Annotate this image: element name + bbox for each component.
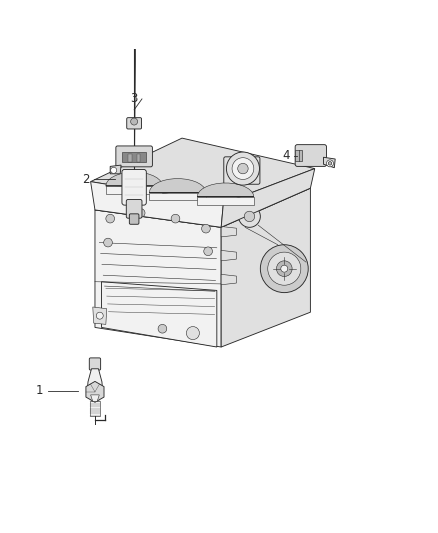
Polygon shape [91,395,99,401]
FancyBboxPatch shape [127,118,141,129]
Circle shape [201,224,210,233]
Circle shape [276,261,292,277]
Circle shape [136,208,145,217]
Polygon shape [87,369,103,395]
FancyBboxPatch shape [116,146,152,167]
Polygon shape [221,188,311,347]
Text: 1: 1 [36,384,43,397]
Circle shape [268,252,301,285]
Circle shape [204,247,212,256]
Text: 2: 2 [82,173,90,186]
Bar [90,401,100,416]
Polygon shape [106,186,162,194]
Circle shape [171,214,180,223]
Bar [295,150,302,161]
Polygon shape [221,274,237,285]
Bar [122,152,146,163]
FancyBboxPatch shape [126,199,142,218]
Polygon shape [93,307,107,325]
Circle shape [238,163,248,174]
FancyBboxPatch shape [122,169,146,205]
Circle shape [158,325,167,333]
Polygon shape [95,210,221,347]
Polygon shape [221,168,315,228]
Polygon shape [149,179,206,192]
Text: 4: 4 [283,149,290,162]
Bar [128,154,131,161]
Circle shape [111,167,117,173]
FancyBboxPatch shape [295,144,326,166]
Polygon shape [149,192,206,200]
Polygon shape [221,227,237,237]
Circle shape [186,327,199,340]
Polygon shape [221,251,237,261]
Circle shape [232,158,254,180]
Polygon shape [95,162,311,228]
Circle shape [260,245,308,293]
Polygon shape [110,165,121,174]
Circle shape [106,214,115,223]
Text: 3: 3 [131,92,138,106]
Circle shape [239,206,260,228]
FancyBboxPatch shape [224,157,260,184]
Polygon shape [102,282,217,347]
Polygon shape [323,157,335,168]
Circle shape [129,198,139,208]
Polygon shape [86,382,104,402]
Circle shape [326,160,333,167]
Polygon shape [197,183,254,197]
Circle shape [328,161,332,165]
FancyBboxPatch shape [129,214,139,224]
Polygon shape [91,182,223,228]
Circle shape [104,238,113,247]
Polygon shape [197,197,254,205]
Circle shape [281,265,288,272]
FancyBboxPatch shape [89,358,101,370]
Circle shape [226,152,259,185]
Circle shape [96,312,103,319]
Polygon shape [91,138,315,204]
Polygon shape [106,172,162,186]
Bar [137,154,140,161]
Circle shape [131,118,138,125]
Circle shape [244,211,254,222]
